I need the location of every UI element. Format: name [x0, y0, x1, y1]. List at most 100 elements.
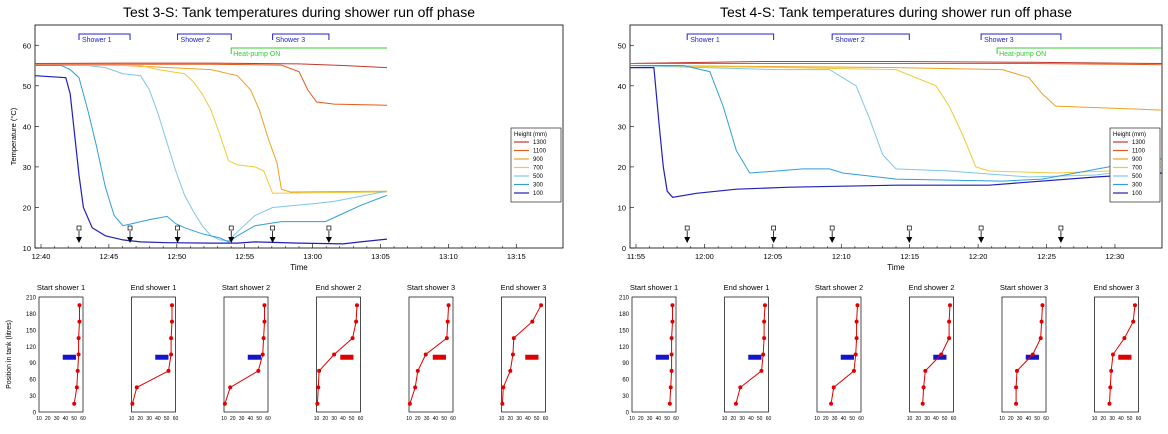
profile-point	[1039, 319, 1044, 324]
profile-x-tick-label: 50	[849, 416, 855, 422]
profile-x-tick-label: 50	[664, 416, 670, 422]
profile-x-tick-label: 10	[814, 416, 820, 422]
profile-x-tick-label: 50	[441, 416, 447, 422]
profile-title: Start shower 2	[815, 283, 863, 292]
profile-box	[816, 296, 862, 413]
heatpump-label: Heat-pump ON	[999, 51, 1046, 58]
profile-x-tick-label: 50	[349, 416, 355, 422]
shower-label: Shower 2	[835, 37, 865, 44]
profile-title: End shower 3	[1094, 283, 1140, 292]
profile-x-tick-label: 50	[256, 416, 262, 422]
profile-point	[947, 303, 952, 308]
draw-off-bar	[1118, 354, 1132, 360]
profile-x-tick-label: 60	[265, 416, 271, 422]
marker-arrow-head	[174, 237, 181, 243]
profile-point	[74, 385, 79, 390]
profile-point	[1107, 401, 1112, 406]
profile-point	[1109, 368, 1114, 373]
y-tick-label: 10	[23, 244, 31, 253]
marker-arrow-head	[906, 237, 913, 243]
profile-x-tick-label: 30	[424, 416, 430, 422]
marker-box	[1058, 225, 1064, 231]
y-tick-label: 40	[23, 122, 31, 131]
profile-point	[260, 352, 265, 357]
profile-x-tick-label: 20	[1008, 416, 1014, 422]
marker-box	[175, 225, 180, 231]
x-tick-label: 12:30	[1106, 252, 1125, 261]
profile-x-tick-label: 20	[1101, 416, 1107, 422]
profile-point	[1108, 385, 1113, 390]
profile-x-tick-label: 60	[173, 416, 179, 422]
profile-point	[407, 401, 412, 406]
profile-point	[77, 303, 82, 308]
profile-point	[350, 336, 355, 341]
marker-arrow-head	[1057, 237, 1064, 243]
profile-y-tick-label: 180	[26, 312, 37, 318]
series-line-1300	[629, 61, 1163, 64]
legend-entry: 900	[1132, 157, 1143, 163]
profile-x-tick-label: 40	[340, 416, 346, 422]
marker-box	[771, 225, 776, 231]
profile-x-tick-label: 20	[916, 416, 922, 422]
marker-box	[270, 225, 275, 231]
legend-entry: 900	[533, 157, 544, 163]
profile-y-tick-label: 210	[619, 296, 630, 302]
x-axis-label: Time	[290, 263, 308, 272]
profile-point	[1014, 368, 1019, 373]
chart-title: Test 4-S: Tank temperatures during showe…	[720, 4, 1072, 20]
profile-title: Start shower 3	[407, 283, 455, 292]
chart-title: Test 3-S: Tank temperatures during showe…	[123, 4, 475, 20]
profile-box	[724, 296, 769, 413]
profile-x-tick-label: 30	[1017, 416, 1023, 422]
profile-point	[332, 352, 337, 357]
profile-x-tick-label: 50	[942, 416, 948, 422]
profile-x-tick-label: 10	[722, 416, 728, 422]
profile-y-tick-label: 120	[26, 345, 37, 351]
y-axis-label: Temperature (°C)	[9, 107, 18, 165]
series-line-100	[34, 75, 388, 245]
series-line-100	[630, 67, 1163, 198]
profile-point	[423, 352, 428, 357]
profile-x-tick-label: 60	[450, 416, 456, 422]
profile-box	[631, 296, 677, 413]
profile-x-tick-label: 10	[1092, 416, 1098, 422]
profile-x-tick-label: 30	[54, 416, 60, 422]
profile-point	[947, 336, 952, 341]
profile-y-tick-label: 120	[619, 345, 630, 351]
profile-point	[500, 401, 505, 406]
marker-arrow-head	[684, 237, 691, 243]
shower-label: Shower 3	[276, 37, 306, 44]
profile-point	[256, 368, 261, 373]
profile-point	[1122, 336, 1127, 341]
profile-y-tick-label: 150	[26, 328, 37, 334]
profile-x-tick-label: 40	[525, 416, 531, 422]
marker-arrow-head	[76, 237, 82, 243]
legend-entry: 700	[533, 166, 544, 172]
profile-point	[415, 368, 420, 373]
profile-point	[921, 385, 926, 390]
shower-bracket	[831, 33, 910, 40]
profile-x-tick-label: 50	[1127, 416, 1133, 422]
series-line-1300	[34, 62, 388, 69]
profile-x-tick-label: 30	[331, 416, 337, 422]
legend-entry: 300	[533, 183, 544, 189]
x-tick-label: 12:55	[235, 252, 254, 261]
profile-x-tick-label: 40	[933, 416, 939, 422]
heatpump-label: Heat-pump ON	[233, 51, 280, 58]
profile-point	[855, 303, 860, 308]
profile-x-tick-label: 20	[323, 416, 329, 422]
y-tick-label: 10	[618, 203, 626, 212]
profile-x-tick-label: 40	[63, 416, 69, 422]
y-tick-label: 40	[618, 82, 626, 91]
shower-bracket	[272, 33, 330, 40]
profile-x-tick-label: 40	[433, 416, 439, 422]
profile-x-tick-label: 40	[748, 416, 754, 422]
profile-y-tick-label: 0	[33, 411, 37, 417]
y-tick-label: 0	[622, 244, 626, 253]
profile-point	[315, 401, 320, 406]
profile-x-tick-label: 60	[80, 416, 86, 422]
profile-line	[1015, 305, 1043, 404]
profile-title: End shower 3	[501, 283, 547, 292]
profile-point	[72, 401, 77, 406]
x-tick-label: 12:50	[167, 252, 186, 261]
